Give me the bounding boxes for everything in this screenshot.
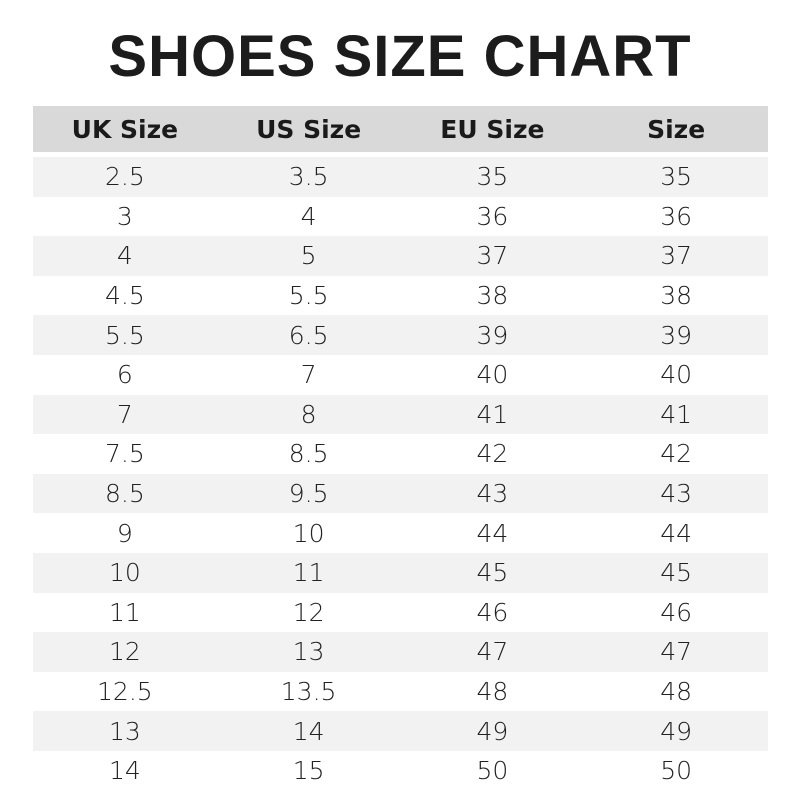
- cell-size: 50: [584, 750, 768, 791]
- cell-eu: 46: [400, 592, 585, 633]
- cell-uk: 11: [33, 592, 217, 633]
- cell-uk: 13: [33, 711, 217, 751]
- cell-size: 43: [584, 473, 768, 514]
- cell-eu: 37: [400, 236, 585, 276]
- cell-uk: 3: [33, 196, 217, 237]
- cell-us: 5: [216, 236, 401, 276]
- cell-size: 35: [584, 157, 768, 197]
- cell-uk: 7: [33, 394, 217, 435]
- cell-us: 3.5: [216, 157, 401, 197]
- cell-us: 13.5: [216, 671, 401, 712]
- cell-eu: 48: [400, 671, 585, 712]
- table-row: 7 8 41 41: [33, 394, 768, 435]
- cell-size: 47: [584, 632, 768, 672]
- cell-us: 15: [216, 750, 401, 791]
- cell-us: 10: [216, 513, 401, 553]
- cell-size: 49: [584, 711, 768, 751]
- cell-uk: 7.5: [33, 434, 217, 474]
- cell-uk: 6: [33, 354, 217, 395]
- cell-size: 46: [584, 592, 768, 633]
- cell-size: 39: [584, 315, 768, 355]
- cell-us: 9.5: [216, 473, 401, 514]
- cell-uk: 2.5: [33, 157, 217, 197]
- cell-eu: 45: [400, 552, 585, 593]
- cell-eu: 38: [400, 275, 585, 316]
- size-table: UK Size US Size EU Size Size 2.5 3.5 35 35 3…: [33, 106, 768, 791]
- header-row: UK Size US Size EU Size Size: [33, 106, 768, 152]
- cell-eu: 36: [400, 196, 585, 237]
- table-row: 12 13 47 47: [33, 632, 768, 672]
- cell-eu: 42: [400, 434, 585, 474]
- table-row: 9 10 44 44: [33, 513, 768, 553]
- cell-us: 5.5: [216, 275, 401, 316]
- table-row: 2.5 3.5 35 35: [33, 157, 768, 197]
- cell-us: 6.5: [216, 315, 401, 355]
- table-row: 11 12 46 46: [33, 592, 768, 633]
- column-header-size: Size: [584, 106, 768, 152]
- cell-eu: 50: [400, 750, 585, 791]
- table-row: 4 5 37 37: [33, 236, 768, 276]
- cell-us: 4: [216, 196, 401, 237]
- cell-eu: 39: [400, 315, 585, 355]
- cell-size: 40: [584, 354, 768, 395]
- cell-uk: 10: [33, 552, 217, 593]
- header-spacer: [33, 152, 768, 157]
- cell-eu: 41: [400, 394, 585, 435]
- cell-size: 37: [584, 236, 768, 276]
- cell-uk: 12: [33, 632, 217, 672]
- table-row: 3 4 36 36: [33, 196, 768, 237]
- cell-us: 14: [216, 711, 401, 751]
- cell-us: 8.5: [216, 434, 401, 474]
- cell-us: 8: [216, 394, 401, 435]
- table-row: 13 14 49 49: [33, 711, 768, 751]
- column-header-uk: UK Size: [33, 106, 217, 152]
- cell-size: 38: [584, 275, 768, 316]
- cell-uk: 8.5: [33, 473, 217, 514]
- cell-eu: 40: [400, 354, 585, 395]
- table-row: 10 11 45 45: [33, 552, 768, 593]
- cell-uk: 4: [33, 236, 217, 276]
- cell-eu: 35: [400, 157, 585, 197]
- table-row: 6 7 40 40: [33, 354, 768, 395]
- cell-eu: 47: [400, 632, 585, 672]
- table-row: 5.5 6.5 39 39: [33, 315, 768, 355]
- cell-uk: 14: [33, 750, 217, 791]
- table-row: 12.5 13.5 48 48: [33, 671, 768, 712]
- cell-uk: 12.5: [33, 671, 217, 712]
- cell-uk: 5.5: [33, 315, 217, 355]
- cell-eu: 49: [400, 711, 585, 751]
- cell-us: 12: [216, 592, 401, 633]
- cell-us: 13: [216, 632, 401, 672]
- cell-eu: 44: [400, 513, 585, 553]
- cell-uk: 9: [33, 513, 217, 553]
- table-row: 14 15 50 50: [33, 750, 768, 791]
- cell-us: 11: [216, 552, 401, 593]
- cell-size: 36: [584, 196, 768, 237]
- cell-uk: 4.5: [33, 275, 217, 316]
- cell-us: 7: [216, 354, 401, 395]
- cell-size: 42: [584, 434, 768, 474]
- table-row: 8.5 9.5 43 43: [33, 473, 768, 514]
- spacer-cell: [33, 152, 768, 157]
- chart-title: SHOES SIZE CHART: [108, 24, 692, 89]
- column-header-us: US Size: [216, 106, 401, 152]
- cell-eu: 43: [400, 473, 585, 514]
- cell-size: 44: [584, 513, 768, 553]
- cell-size: 41: [584, 394, 768, 435]
- column-header-eu: EU Size: [400, 106, 585, 152]
- cell-size: 45: [584, 552, 768, 593]
- cell-size: 48: [584, 671, 768, 712]
- table-row: 7.5 8.5 42 42: [33, 434, 768, 474]
- table-row: 4.5 5.5 38 38: [33, 275, 768, 316]
- table-body: 2.5 3.5 35 35 3 4 36 36 4 5 37 37 4.5 5.5 38 38 5.5 6.5 39…: [33, 157, 768, 791]
